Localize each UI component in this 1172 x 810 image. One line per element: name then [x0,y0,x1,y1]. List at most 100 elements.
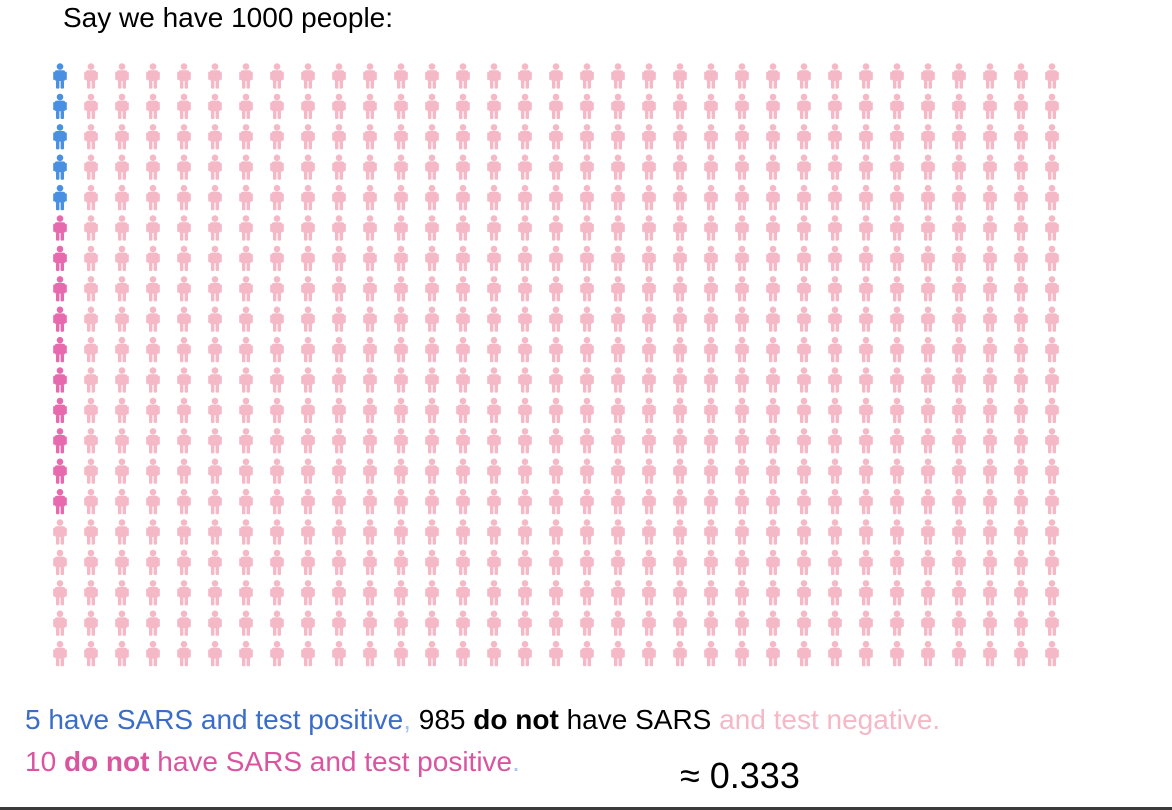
person-icon-negative [363,488,377,515]
person-icon-negative [518,63,532,89]
person-icon-negative [890,580,904,606]
person-icon-negative [177,428,191,454]
person-icon-negative [146,397,160,423]
person-icon-negative [735,93,749,119]
person-icon-negative [84,640,98,667]
person-icon-negative [766,336,780,363]
person-icon-negative [828,580,842,606]
person-icon-negative [549,215,563,241]
person-icon-negative [983,549,997,575]
person-icon-negative [518,336,532,363]
person-icon-negative [394,63,408,89]
person-icon-negative [208,428,222,454]
person-icon-negative [859,610,873,636]
person-icon-negative [208,519,222,545]
person-icon-negative [177,549,191,575]
person-icon-negative [1014,549,1028,575]
person-icon-negative [332,154,346,180]
person-icon-negative [797,549,811,575]
person-icon-negative [425,276,439,302]
person-icon-negative [363,245,377,271]
person-icon-negative [828,488,842,515]
person-icon-negative [53,519,67,545]
person-icon-negative [611,610,625,636]
person-icon-negative [1014,276,1028,302]
person-icon-negative [952,276,966,302]
person-icon-negative [270,610,284,636]
person-icon-negative [115,245,129,271]
person-icon-negative [1045,124,1059,150]
person-icon-negative [704,306,718,332]
person-icon-negative [239,245,253,271]
person-icon-negative [859,367,873,393]
person-icon-negative [301,245,315,271]
person-icon-negative [332,245,346,271]
person-icon-negative [735,215,749,241]
person-icon-negative [952,124,966,150]
person-icon-negative [890,397,904,423]
person-icon-negative [611,580,625,606]
person-icon-negative [580,428,594,454]
person-icon-negative [425,93,439,119]
person-icon-negative [921,124,935,150]
person-icon-negative [146,154,160,180]
person-icon-negative [611,428,625,454]
person-icon-negative [1045,245,1059,271]
person-icon-negative [983,93,997,119]
person-icon-negative [270,276,284,302]
person-icon-negative [146,428,160,454]
person-icon-negative [425,397,439,423]
person-icon-negative [921,549,935,575]
person-icon-negative [580,519,594,545]
person-icon-negative [704,93,718,119]
person-icon-negative [549,488,563,515]
person-icon-negative [270,367,284,393]
person-icon-negative [270,519,284,545]
person-icon-negative [704,154,718,180]
person-icon-negative [115,519,129,545]
person-icon-negative [673,458,687,484]
person-icon-negative [84,63,98,89]
person-icon-negative [394,306,408,332]
person-icon-negative [394,154,408,180]
person-icon-negative [859,124,873,150]
person-icon-negative [549,245,563,271]
false-positive-text: have SARS and test positive [149,746,513,777]
person-icon-negative [828,336,842,363]
person-icon-negative [301,610,315,636]
person-icon-negative [921,397,935,423]
person-icon-negative [859,397,873,423]
person-icon-negative [828,610,842,636]
person-icon-negative [859,306,873,332]
person-icon-negative [921,215,935,241]
person-icon-negative [1014,488,1028,515]
person-icon-negative [332,519,346,545]
person-icon-negative [549,336,563,363]
person-icon-negative [828,93,842,119]
person-icon-sars-positive [53,63,67,89]
person-icon-negative [332,549,346,575]
person-icon-negative [363,397,377,423]
person-icon-negative [673,184,687,211]
person-icon-negative [828,63,842,89]
person-icon-negative [270,640,284,667]
person-icon-negative [301,215,315,241]
person-icon-negative [1045,93,1059,119]
person-icon-negative [425,124,439,150]
person-icon-negative [828,397,842,423]
person-icon-negative [146,519,160,545]
person-icon-negative [332,124,346,150]
person-icon-negative [766,458,780,484]
person-icon-negative [549,63,563,89]
person-icon-negative [704,397,718,423]
person-icon-negative [332,610,346,636]
person-icon-negative [642,549,656,575]
person-icon-negative [1014,640,1028,667]
person-icon-negative [704,124,718,150]
people-grid [52,61,1072,677]
person-icon-negative [146,640,160,667]
person-icon-negative [394,640,408,667]
person-icon-negative [642,215,656,241]
person-icon-negative [146,63,160,89]
person-icon-negative [890,488,904,515]
